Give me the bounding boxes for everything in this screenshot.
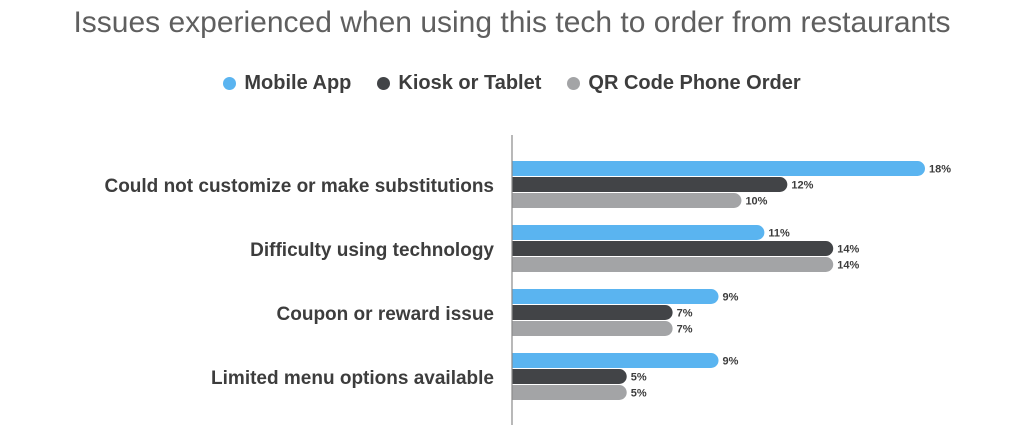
value-label-mobile-app-1: 18% — [929, 164, 951, 176]
value-label-qr-code-phone-order-4: 5% — [631, 388, 647, 400]
legend-dot-kiosk-or-tablet — [377, 77, 391, 90]
legend-dot-mobile-app — [223, 77, 237, 90]
value-label-kiosk-or-tablet-4: 5% — [631, 372, 647, 384]
bar-qr-code-phone-order-1 — [512, 193, 742, 208]
value-label-qr-code-phone-order-2: 14% — [837, 260, 859, 272]
bar-kiosk-or-tablet-1 — [512, 177, 788, 192]
value-label-qr-code-phone-order-3: 7% — [677, 324, 693, 336]
legend: Mobile App Kiosk or Tablet QR Code Phone… — [0, 72, 1024, 95]
bar-mobile-app-3 — [512, 289, 719, 304]
bar-qr-code-phone-order-4 — [512, 385, 627, 400]
value-label-mobile-app-2: 11% — [768, 228, 790, 240]
bar-mobile-app-4 — [512, 353, 719, 368]
legend-label-qr-code-phone-order: QR Code Phone Order — [588, 72, 801, 94]
value-label-kiosk-or-tablet-3: 7% — [677, 308, 693, 320]
legend-label-kiosk-or-tablet: Kiosk or Tablet — [398, 72, 542, 94]
legend-item-mobile-app: Mobile App — [223, 72, 351, 95]
legend-item-qr-code-phone-order: QR Code Phone Order — [567, 72, 801, 95]
value-label-kiosk-or-tablet-2: 14% — [837, 244, 859, 256]
value-label-kiosk-or-tablet-1: 12% — [791, 180, 813, 192]
value-label-qr-code-phone-order-1: 10% — [745, 196, 767, 208]
value-label-mobile-app-4: 9% — [723, 356, 739, 368]
value-label-mobile-app-3: 9% — [723, 292, 739, 304]
chart-title: Issues experienced when using this tech … — [73, 6, 951, 39]
category-label-difficulty-using-technology: Difficulty using technology — [250, 240, 494, 261]
bar-qr-code-phone-order-2 — [512, 257, 834, 272]
category-label-could-not-customize-or-make-substitutions: Could not customize or make substitution… — [104, 176, 494, 197]
bar-mobile-app-2 — [512, 225, 765, 240]
bar-mobile-app-1 — [512, 161, 925, 176]
legend-dot-qr-code-phone-order — [567, 77, 581, 90]
legend-label-mobile-app: Mobile App — [244, 72, 352, 94]
category-label-coupon-or-reward-issue: Coupon or reward issue — [277, 304, 494, 325]
bar-kiosk-or-tablet-4 — [512, 369, 627, 384]
category-label-limited-menu-options-available: Limited menu options available — [211, 368, 494, 389]
bar-kiosk-or-tablet-2 — [512, 241, 834, 256]
bar-kiosk-or-tablet-3 — [512, 305, 673, 320]
bar-qr-code-phone-order-3 — [512, 321, 673, 336]
legend-item-kiosk-or-tablet: Kiosk or Tablet — [377, 72, 541, 95]
